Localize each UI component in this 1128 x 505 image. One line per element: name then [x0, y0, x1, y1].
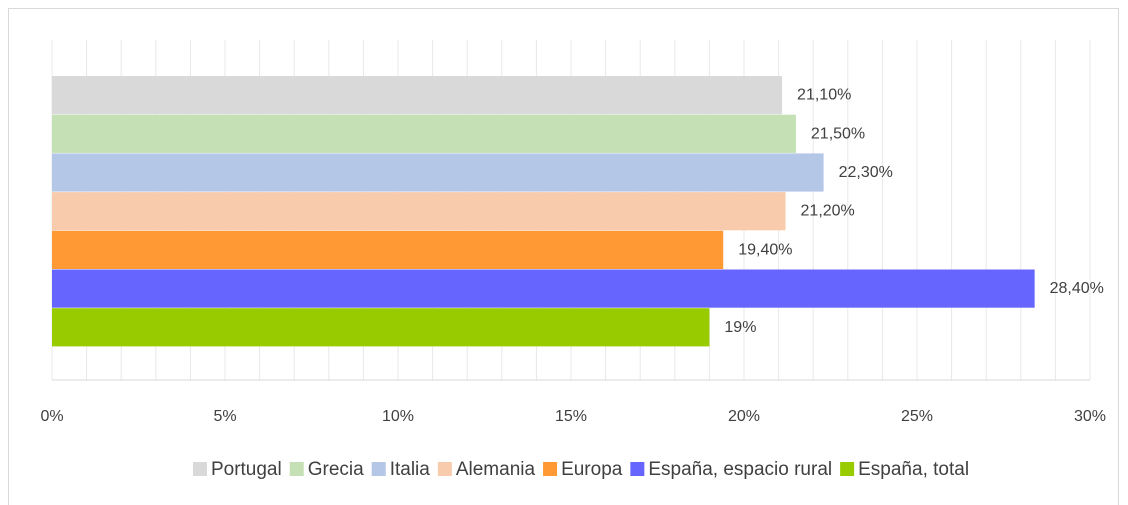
legend-swatch: [437, 462, 452, 476]
bar: [52, 308, 710, 347]
data-label: 21,50%: [811, 125, 865, 142]
x-tick-label: 20%: [728, 408, 760, 425]
data-label: 28,40%: [1050, 280, 1104, 297]
bar: [52, 192, 786, 231]
legend-label: Alemania: [456, 459, 536, 480]
data-label: 21,10%: [797, 87, 851, 104]
bar: [52, 230, 724, 269]
data-label: 19,40%: [738, 241, 792, 258]
legend-swatch: [630, 462, 645, 476]
data-label: 22,30%: [839, 164, 893, 181]
legend-swatch: [289, 462, 304, 476]
data-label: 21,20%: [801, 203, 855, 220]
x-tick-label: 5%: [213, 408, 236, 425]
legend-swatch: [192, 462, 207, 476]
legend-label: España, total: [858, 459, 969, 480]
bar: [52, 114, 796, 153]
x-tick-label: 10%: [382, 408, 414, 425]
legend-label: Italia: [390, 459, 431, 480]
x-tick-label: 30%: [1074, 408, 1106, 425]
legend-label: Europa: [561, 459, 623, 480]
bar: [52, 269, 1035, 308]
legend-swatch: [840, 462, 855, 476]
legend-swatch: [543, 462, 558, 476]
x-tick-label: 25%: [901, 408, 933, 425]
x-tick-label: 15%: [555, 408, 587, 425]
legend-label: España, espacio rural: [648, 459, 832, 480]
data-label: 19%: [724, 319, 756, 336]
legend-swatch: [371, 462, 386, 476]
bar: [52, 76, 783, 115]
legend-label: Portugal: [211, 459, 282, 480]
bar: [52, 153, 824, 192]
legend-label: Grecia: [308, 459, 364, 480]
x-tick-label: 0%: [40, 408, 63, 425]
